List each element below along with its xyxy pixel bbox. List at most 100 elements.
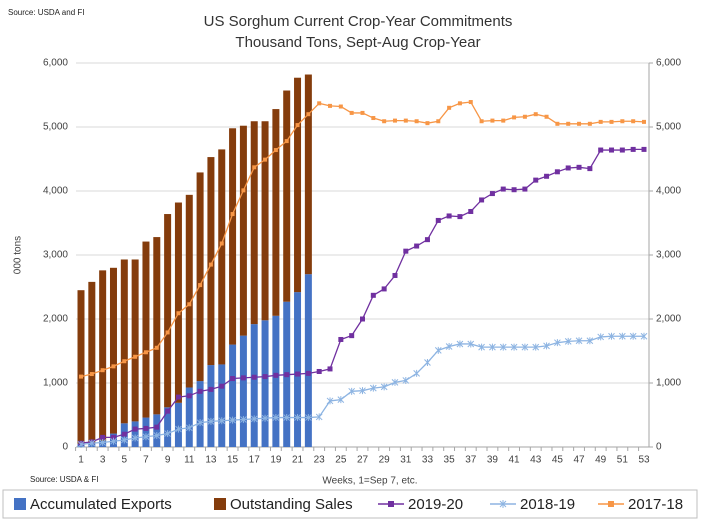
- marker: [142, 433, 150, 441]
- marker: [120, 436, 128, 444]
- legend-swatch: [214, 498, 226, 510]
- source-top: Source: USDA and FI: [8, 8, 84, 17]
- marker: [240, 415, 247, 423]
- x-tick-label: 21: [292, 455, 304, 466]
- y2-tick-label: 6,000: [656, 58, 681, 69]
- marker: [564, 337, 572, 345]
- marker: [89, 372, 94, 377]
- marker: [230, 376, 236, 382]
- marker: [566, 121, 571, 126]
- y2-tick-label: 1,000: [656, 378, 681, 389]
- x-tick-label: 25: [335, 455, 347, 466]
- marker: [294, 414, 301, 422]
- bar: [283, 90, 291, 302]
- marker: [467, 340, 475, 348]
- marker: [445, 343, 453, 351]
- marker: [457, 101, 462, 106]
- marker: [414, 243, 420, 249]
- marker: [99, 439, 107, 447]
- marker: [489, 343, 496, 351]
- marker: [348, 387, 356, 395]
- x-tick-label: 9: [165, 455, 171, 466]
- marker: [554, 339, 561, 347]
- y-tick-label: 2,000: [43, 314, 68, 325]
- marker: [143, 350, 148, 355]
- bar: [185, 387, 193, 447]
- x-tick-label: 3: [100, 455, 106, 466]
- marker: [305, 370, 311, 376]
- marker: [598, 119, 603, 124]
- x-tick-label: 17: [249, 455, 261, 466]
- y2-tick-label: 2,000: [656, 314, 681, 325]
- y-axis-label: 000 tons: [13, 236, 24, 274]
- marker: [521, 343, 529, 351]
- x-tick-label: 51: [617, 455, 629, 466]
- bar: [174, 202, 182, 403]
- bar: [272, 109, 280, 316]
- y-tick-label: 3,000: [43, 250, 68, 261]
- bar: [153, 414, 161, 447]
- bar: [218, 364, 226, 447]
- marker: [479, 119, 484, 124]
- marker: [576, 164, 582, 170]
- marker: [371, 116, 376, 121]
- legend-label: 2018-19: [520, 496, 575, 513]
- marker: [501, 118, 506, 123]
- x-tick-label: 41: [509, 455, 521, 466]
- marker: [489, 191, 495, 197]
- legend-box: [2, 489, 698, 519]
- bar: [131, 259, 139, 422]
- marker: [111, 364, 116, 369]
- marker: [219, 241, 224, 246]
- marker: [337, 396, 345, 404]
- marker: [132, 426, 138, 432]
- marker: [261, 414, 269, 422]
- x-tick-label: 19: [270, 455, 282, 466]
- legend-swatch: [14, 498, 26, 510]
- marker: [641, 146, 647, 152]
- marker: [88, 439, 96, 447]
- marker: [305, 414, 312, 422]
- x-tick-label: 15: [227, 455, 239, 466]
- marker: [218, 417, 226, 425]
- marker: [77, 440, 85, 448]
- x-tick-label: 33: [422, 455, 434, 466]
- bar: [164, 214, 172, 408]
- chart-subtitle: Thousand Tons, Sept-Aug Crop-Year: [235, 34, 480, 51]
- marker: [369, 384, 377, 392]
- marker: [555, 121, 560, 126]
- marker: [164, 430, 171, 438]
- bar: [304, 274, 312, 447]
- marker: [511, 187, 517, 193]
- x-tick-label: 11: [184, 455, 195, 466]
- marker: [587, 121, 592, 126]
- x-tick-label: 23: [314, 455, 326, 466]
- marker: [522, 186, 528, 192]
- marker: [359, 387, 366, 395]
- marker: [631, 119, 636, 124]
- marker: [403, 118, 408, 123]
- x-tick-label: 37: [465, 455, 477, 466]
- x-tick-label: 39: [487, 455, 499, 466]
- marker: [403, 248, 409, 254]
- x-tick-label: 45: [552, 455, 564, 466]
- marker: [490, 118, 495, 123]
- marker: [338, 336, 344, 342]
- marker: [187, 302, 192, 307]
- bar: [164, 407, 172, 447]
- marker: [241, 188, 246, 193]
- marker: [392, 272, 398, 278]
- marker: [110, 434, 116, 440]
- marker: [122, 359, 127, 364]
- bar: [174, 402, 182, 447]
- marker: [380, 383, 388, 391]
- marker: [338, 104, 343, 109]
- bar: [229, 128, 237, 345]
- marker: [587, 166, 593, 172]
- marker: [175, 425, 182, 433]
- y2-tick-label: 0: [656, 442, 662, 453]
- bar: [77, 290, 85, 444]
- x-tick-label: 7: [143, 455, 149, 466]
- bar: [218, 149, 226, 365]
